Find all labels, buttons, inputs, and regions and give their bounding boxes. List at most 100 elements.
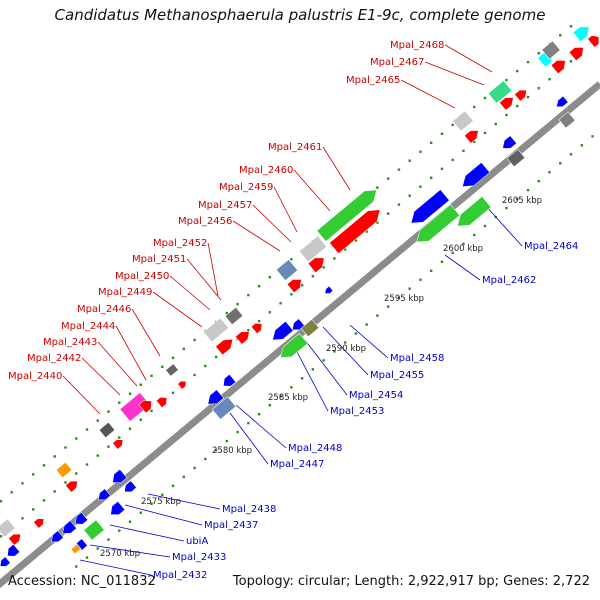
gene-feature[interactable] bbox=[203, 317, 229, 343]
gene-feature[interactable] bbox=[0, 556, 11, 570]
gene-feature[interactable] bbox=[0, 518, 16, 538]
gene-feature[interactable] bbox=[4, 543, 21, 559]
gene-feature[interactable] bbox=[177, 379, 189, 390]
gene-shape bbox=[550, 60, 566, 75]
gene-feature[interactable] bbox=[323, 285, 334, 296]
gene-feature[interactable] bbox=[329, 204, 384, 254]
gene-label-reverse[interactable]: Mpal_2448 bbox=[288, 443, 342, 454]
gene-label-forward[interactable]: Mpal_2449 bbox=[98, 287, 152, 298]
gene-feature[interactable] bbox=[307, 253, 328, 274]
gene-feature[interactable] bbox=[96, 488, 111, 504]
gene-feature[interactable] bbox=[107, 500, 126, 518]
gene-feature[interactable] bbox=[215, 335, 237, 356]
gene-label-forward[interactable]: Mpal_2444 bbox=[61, 321, 115, 332]
tick-label: 2585 kbp bbox=[268, 393, 308, 403]
gene-label-forward[interactable]: Mpal_2460 bbox=[239, 165, 293, 176]
gene-feature[interactable] bbox=[300, 318, 320, 338]
gene-feature[interactable] bbox=[276, 259, 298, 281]
gene-feature[interactable] bbox=[298, 235, 328, 263]
gene-feature[interactable] bbox=[407, 189, 450, 229]
gene-feature[interactable] bbox=[165, 363, 179, 377]
gene-label-forward[interactable]: Mpal_2450 bbox=[115, 271, 169, 282]
gene-feature[interactable] bbox=[55, 461, 73, 479]
track-dot bbox=[21, 482, 24, 485]
gene-feature[interactable] bbox=[514, 87, 530, 102]
gene-label-forward[interactable]: Mpal_2456 bbox=[178, 216, 232, 227]
gene-feature[interactable] bbox=[49, 530, 64, 546]
gene-feature[interactable] bbox=[155, 394, 169, 409]
gene-feature[interactable] bbox=[112, 437, 126, 450]
gene-feature[interactable] bbox=[235, 328, 252, 345]
gene-label-forward[interactable]: Mpal_2461 bbox=[268, 142, 322, 153]
gene-feature[interactable] bbox=[33, 516, 47, 529]
gene-feature[interactable] bbox=[220, 373, 237, 389]
gene-feature[interactable] bbox=[550, 56, 569, 75]
gene-feature[interactable] bbox=[506, 148, 526, 168]
gene-shape bbox=[541, 40, 561, 60]
gene-feature[interactable] bbox=[452, 110, 474, 132]
gene-feature[interactable] bbox=[109, 468, 128, 486]
gene-feature[interactable] bbox=[572, 22, 593, 43]
gene-label-reverse[interactable]: Mpal_2453 bbox=[330, 406, 384, 417]
gene-feature[interactable] bbox=[286, 275, 305, 294]
gene-label-reverse[interactable]: ubiA bbox=[186, 536, 208, 547]
gene-label-reverse[interactable]: Mpal_2432 bbox=[153, 570, 207, 581]
gene-label-forward[interactable]: Mpal_2443 bbox=[43, 337, 97, 348]
gene-shape bbox=[55, 461, 73, 479]
gene-feature[interactable] bbox=[558, 111, 576, 129]
gene-feature[interactable] bbox=[464, 127, 481, 144]
gene-label-reverse[interactable]: Mpal_2454 bbox=[349, 390, 403, 401]
gene-label-forward[interactable]: Mpal_2440 bbox=[8, 371, 62, 382]
gene-label-forward[interactable]: Mpal_2465 bbox=[346, 75, 400, 86]
gene-feature[interactable] bbox=[83, 519, 105, 541]
gene-feature[interactable] bbox=[568, 43, 587, 62]
gene-label-reverse[interactable]: Mpal_2447 bbox=[270, 459, 324, 470]
gene-feature[interactable] bbox=[316, 185, 381, 242]
gene-feature[interactable] bbox=[250, 320, 264, 335]
gene-shape bbox=[286, 279, 302, 294]
gene-feature[interactable] bbox=[499, 135, 517, 153]
gene-feature[interactable] bbox=[276, 333, 309, 362]
track-dot bbox=[365, 323, 368, 326]
gene-label-forward[interactable]: Mpal_2451 bbox=[132, 254, 186, 265]
gene-label-reverse[interactable]: Mpal_2437 bbox=[204, 520, 258, 531]
gene-feature[interactable] bbox=[587, 33, 600, 48]
gene-feature[interactable] bbox=[122, 480, 137, 496]
gene-feature[interactable] bbox=[269, 320, 294, 344]
gene-label-forward[interactable]: Mpal_2442 bbox=[27, 353, 81, 364]
gene-label-forward[interactable]: Mpal_2446 bbox=[77, 304, 131, 315]
gene-feature[interactable] bbox=[499, 94, 516, 111]
gene-feature[interactable] bbox=[224, 306, 244, 326]
gene-label-reverse[interactable]: Mpal_2464 bbox=[524, 241, 578, 252]
gene-feature[interactable] bbox=[204, 389, 225, 409]
gene-feature[interactable] bbox=[458, 162, 491, 191]
gene-feature[interactable] bbox=[554, 95, 569, 110]
gene-feature[interactable] bbox=[65, 478, 81, 493]
gene-label-forward[interactable]: Mpal_2467 bbox=[370, 57, 424, 68]
gene-label-reverse[interactable]: Mpal_2458 bbox=[390, 353, 444, 364]
gene-feature[interactable] bbox=[541, 40, 561, 60]
gene-label-reverse[interactable]: Mpal_2438 bbox=[222, 504, 276, 515]
gene-label-forward[interactable]: Mpal_2452 bbox=[153, 238, 207, 249]
track-dot bbox=[268, 311, 272, 314]
gene-feature[interactable] bbox=[8, 531, 24, 546]
gene-feature[interactable] bbox=[211, 396, 237, 420]
gene-label-reverse[interactable]: Mpal_2455 bbox=[370, 370, 424, 381]
gene-feature[interactable] bbox=[72, 511, 89, 527]
gene-feature[interactable] bbox=[138, 397, 155, 414]
gene-label-forward[interactable]: Mpal_2459 bbox=[219, 182, 273, 193]
gene-feature[interactable] bbox=[453, 196, 492, 231]
gene-label-reverse[interactable]: Mpal_2462 bbox=[482, 275, 536, 286]
gene-feature[interactable] bbox=[487, 80, 513, 104]
gene-shape bbox=[316, 189, 377, 242]
gene-shape bbox=[272, 320, 294, 341]
gene-label-forward[interactable]: Mpal_2457 bbox=[198, 200, 252, 211]
gene-feature[interactable] bbox=[70, 543, 82, 555]
gene-feature[interactable] bbox=[59, 520, 77, 538]
gene-label-forward[interactable]: Mpal_2468 bbox=[390, 40, 444, 51]
track-dot bbox=[376, 221, 379, 224]
gene-label-reverse[interactable]: Mpal_2433 bbox=[172, 552, 226, 563]
gene-feature[interactable] bbox=[412, 204, 461, 248]
track-dot bbox=[354, 239, 358, 242]
gene-feature[interactable] bbox=[98, 421, 116, 439]
